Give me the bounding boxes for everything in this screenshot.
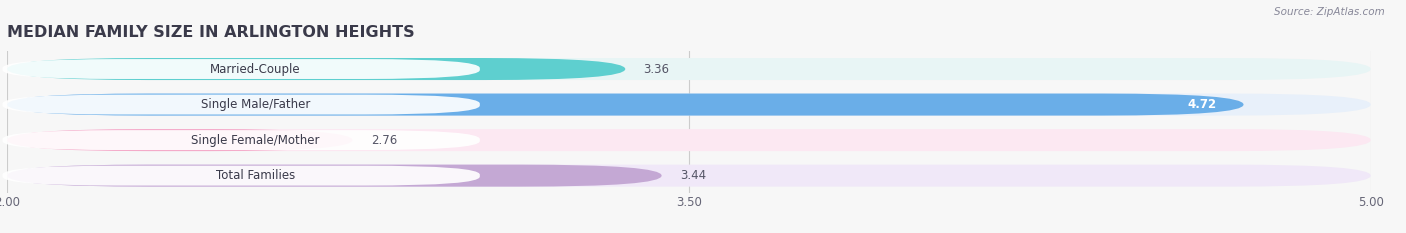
FancyBboxPatch shape — [3, 95, 479, 114]
FancyBboxPatch shape — [3, 130, 479, 150]
FancyBboxPatch shape — [7, 58, 626, 80]
Text: Married-Couple: Married-Couple — [209, 62, 301, 75]
Text: Total Families: Total Families — [215, 169, 295, 182]
FancyBboxPatch shape — [7, 93, 1243, 116]
Text: Single Female/Mother: Single Female/Mother — [191, 134, 319, 147]
Text: 3.36: 3.36 — [644, 62, 669, 75]
Text: Source: ZipAtlas.com: Source: ZipAtlas.com — [1274, 7, 1385, 17]
FancyBboxPatch shape — [7, 164, 1371, 187]
Text: 4.72: 4.72 — [1187, 98, 1216, 111]
FancyBboxPatch shape — [7, 58, 1371, 80]
FancyBboxPatch shape — [7, 129, 353, 151]
Text: MEDIAN FAMILY SIZE IN ARLINGTON HEIGHTS: MEDIAN FAMILY SIZE IN ARLINGTON HEIGHTS — [7, 25, 415, 40]
Text: 3.44: 3.44 — [681, 169, 706, 182]
Text: Single Male/Father: Single Male/Father — [201, 98, 309, 111]
Text: 2.76: 2.76 — [371, 134, 396, 147]
FancyBboxPatch shape — [7, 129, 1371, 151]
FancyBboxPatch shape — [7, 164, 662, 187]
FancyBboxPatch shape — [3, 59, 479, 79]
FancyBboxPatch shape — [7, 93, 1371, 116]
FancyBboxPatch shape — [3, 166, 479, 185]
